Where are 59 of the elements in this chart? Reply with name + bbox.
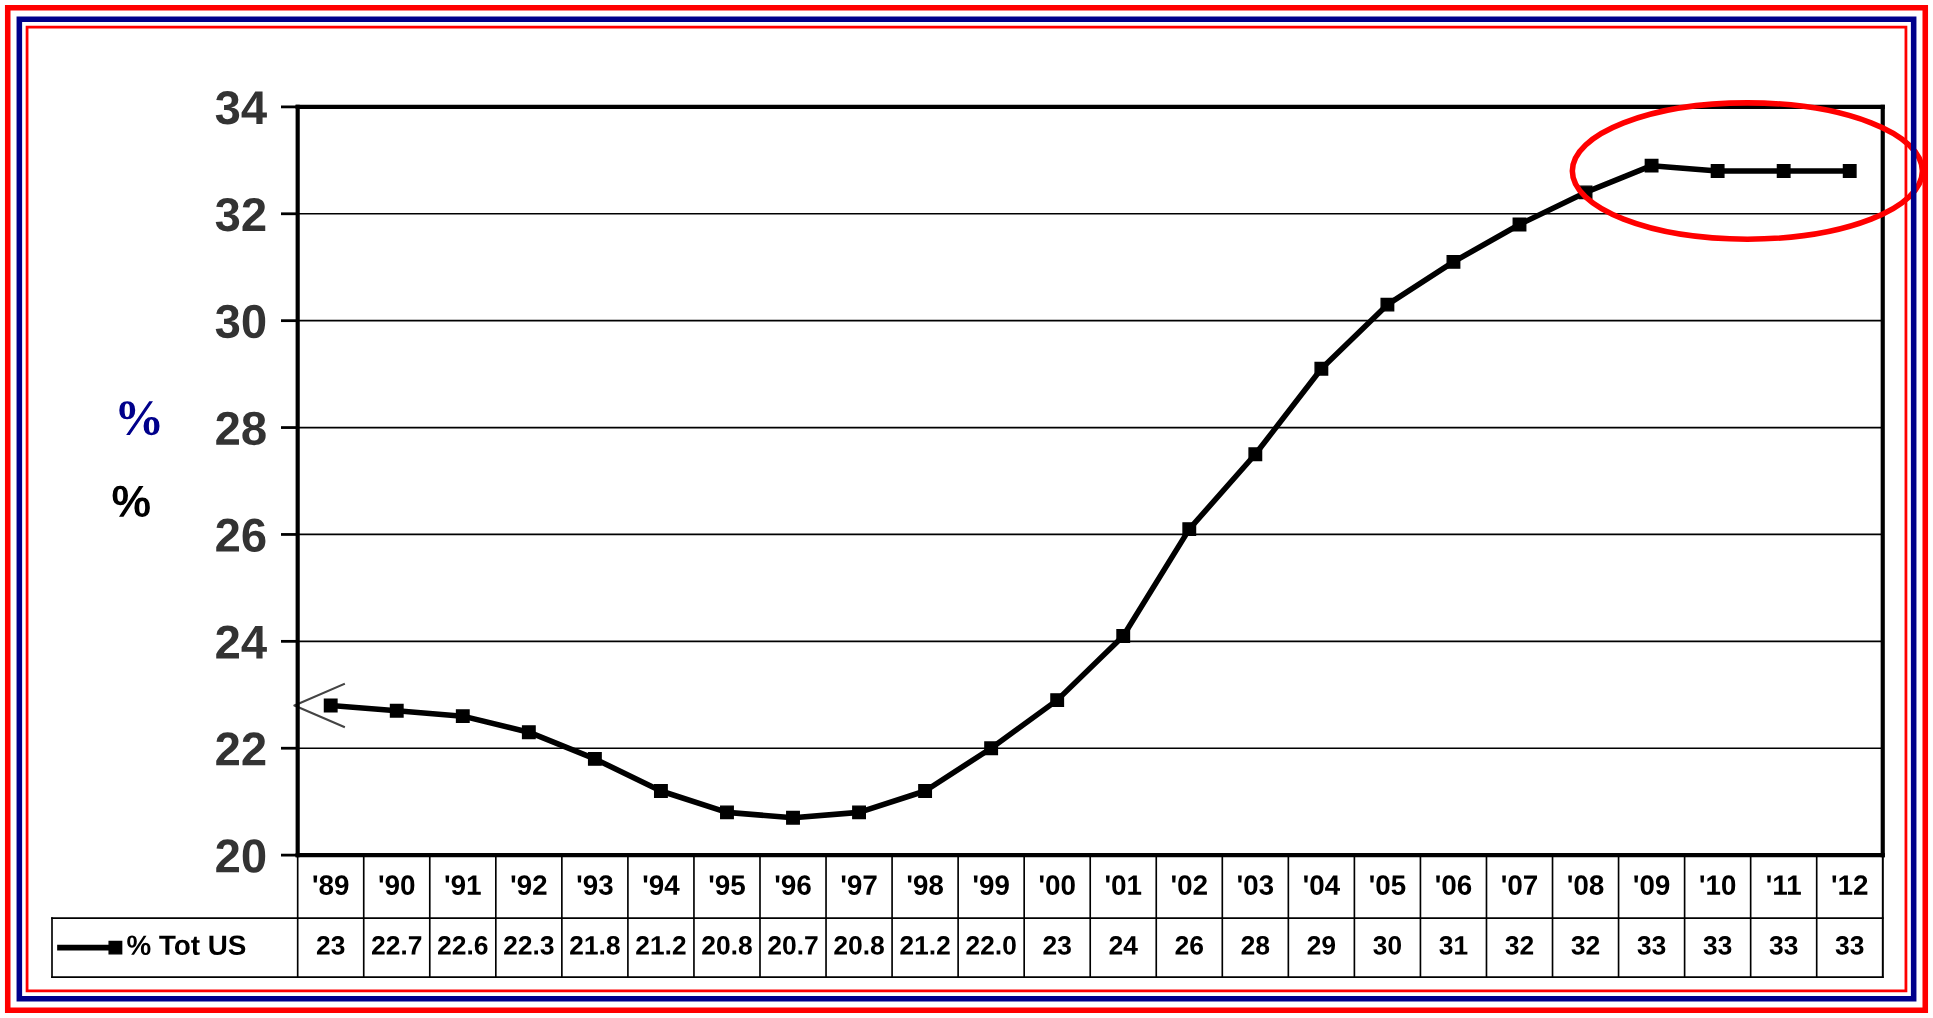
y-tick-label: 28 bbox=[216, 411, 266, 446]
x-tick-label: '94 bbox=[643, 875, 680, 895]
x-tick-label: '09 bbox=[1634, 875, 1670, 895]
data-label: 31 bbox=[1439, 936, 1468, 955]
x-tick-label: '11 bbox=[1767, 875, 1801, 895]
x-tick-label: '97 bbox=[841, 875, 877, 895]
x-tick-label: '10 bbox=[1700, 875, 1736, 895]
data-label: 33 bbox=[1769, 936, 1798, 955]
x-tick-label: '12 bbox=[1832, 875, 1868, 895]
x-tick-label: '90 bbox=[379, 875, 415, 895]
x-tick-label: '06 bbox=[1436, 875, 1472, 895]
data-label: 33 bbox=[1703, 936, 1732, 955]
data-label: 29 bbox=[1307, 936, 1336, 955]
x-tick-label: '91 bbox=[445, 875, 481, 895]
x-tick-label: '00 bbox=[1039, 875, 1075, 895]
y-tick-label: 26 bbox=[216, 518, 266, 553]
data-label: 22.3 bbox=[504, 936, 554, 955]
text: % bbox=[119, 401, 160, 436]
x-tick-label: '96 bbox=[775, 875, 811, 895]
data-label: 22.6 bbox=[438, 936, 488, 955]
data-label: 28 bbox=[1241, 936, 1270, 955]
x-tick-label: '01 bbox=[1105, 875, 1142, 895]
y-tick-label: 30 bbox=[215, 304, 266, 339]
data-label: 21.8 bbox=[570, 936, 620, 955]
data-label: 21.2 bbox=[900, 936, 950, 955]
data-label: 20.7 bbox=[768, 936, 818, 955]
y-tick-label: 22 bbox=[216, 732, 266, 766]
x-tick-label: '04 bbox=[1304, 875, 1340, 895]
y-tick-label: 20 bbox=[216, 839, 266, 873]
data-label: 22.7 bbox=[371, 936, 422, 955]
data-label: 33 bbox=[1835, 936, 1864, 955]
x-tick-label: '02 bbox=[1172, 875, 1207, 895]
legend-label: % Tot US bbox=[127, 935, 246, 956]
x-tick-label: '93 bbox=[577, 875, 613, 896]
x-tick-label: '89 bbox=[313, 875, 349, 895]
x-tick-label: '98 bbox=[907, 875, 943, 895]
data-label: 23 bbox=[1043, 936, 1071, 955]
data-label: 20.8 bbox=[834, 936, 884, 955]
x-tick-label: '08 bbox=[1568, 875, 1604, 895]
data-label: 26 bbox=[1175, 936, 1203, 955]
x-tick-label: '92 bbox=[511, 875, 547, 895]
y-tick-label: 24 bbox=[216, 625, 267, 659]
x-tick-label: '95 bbox=[709, 875, 745, 895]
y-axis-title: % bbox=[112, 485, 150, 518]
data-label: 24 bbox=[1109, 936, 1138, 955]
y-tick-label: 32 bbox=[215, 197, 266, 232]
y-tick-label: 34 bbox=[215, 91, 267, 125]
x-tick-label: '05 bbox=[1370, 875, 1406, 895]
data-label: 32 bbox=[1505, 936, 1534, 955]
data-label: 21.2 bbox=[636, 936, 686, 955]
data-label: 20.8 bbox=[702, 936, 752, 955]
data-label: 23 bbox=[316, 936, 345, 955]
data-label: 32 bbox=[1571, 936, 1600, 955]
data-label: 22.0 bbox=[966, 936, 1016, 955]
x-tick-label: '99 bbox=[973, 875, 1009, 895]
x-tick-label: '07 bbox=[1502, 875, 1538, 895]
data-label: 33 bbox=[1637, 936, 1666, 955]
x-tick-label: '03 bbox=[1238, 875, 1274, 896]
data-label: 30 bbox=[1373, 936, 1402, 955]
